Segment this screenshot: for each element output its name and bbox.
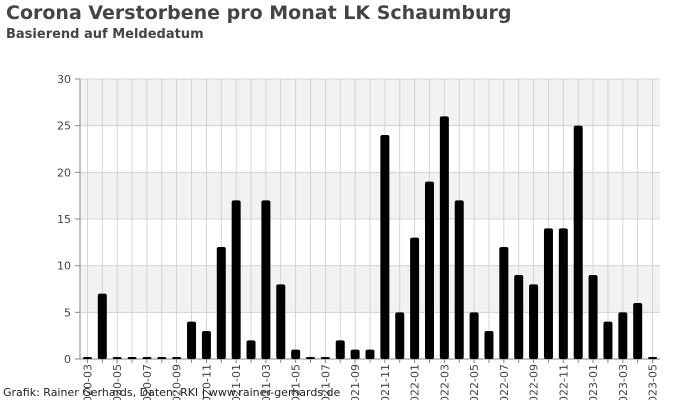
- x-tick-label: 2021-01: [230, 364, 243, 400]
- bar: [633, 303, 643, 359]
- bar: [261, 200, 271, 359]
- bar: [484, 331, 494, 359]
- bar: [187, 321, 197, 359]
- bar: [603, 321, 613, 359]
- bar: [543, 228, 553, 359]
- bar: [573, 125, 583, 360]
- bar: [350, 349, 360, 359]
- x-tick-label: 2022-07: [498, 364, 511, 400]
- y-tick-label: 15: [57, 213, 71, 226]
- bar: [424, 181, 434, 359]
- bar: [246, 340, 256, 359]
- y-tick-label: 5: [64, 306, 71, 319]
- bar: [231, 200, 241, 359]
- x-tick-label: 2022-11: [557, 364, 570, 400]
- bar: [395, 312, 405, 359]
- x-tick-label: 2021-09: [349, 364, 362, 400]
- bar: [97, 293, 107, 359]
- y-tick-label: 10: [57, 260, 71, 273]
- bar: [618, 312, 628, 359]
- chart-subtitle: Basierend auf Meldedatum: [6, 27, 204, 42]
- y-tick-label: 0: [64, 353, 71, 366]
- x-tick-label: 2020-03: [81, 364, 94, 400]
- x-tick-label: 2022-03: [438, 364, 451, 400]
- bar: [172, 357, 182, 359]
- x-tick-label: 2020-09: [171, 364, 184, 400]
- x-tick-label: 2021-07: [319, 364, 332, 400]
- y-tick-label: 25: [57, 120, 71, 133]
- bar: [514, 275, 524, 359]
- bar: [112, 357, 122, 359]
- y-tick-label: 20: [57, 166, 71, 179]
- bar: [201, 331, 211, 359]
- x-tick-label: 2023-01: [587, 364, 600, 400]
- bar: [529, 284, 539, 359]
- bar: [216, 247, 226, 359]
- bar: [648, 357, 658, 359]
- bar: [469, 312, 479, 359]
- x-tick-label: 2020-11: [200, 364, 213, 400]
- bar: [157, 357, 167, 359]
- bar: [142, 357, 152, 359]
- bar: [558, 228, 568, 359]
- y-tick-label: 30: [57, 73, 71, 86]
- bar: [454, 200, 464, 359]
- bar: [499, 247, 509, 359]
- bar: [365, 349, 375, 359]
- x-tick-label: 2022-09: [528, 364, 541, 400]
- x-tick-label: 2021-05: [290, 364, 303, 400]
- bar: [127, 357, 137, 359]
- bar: [439, 116, 449, 359]
- x-tick-label: 2023-03: [617, 364, 630, 400]
- bar: [380, 135, 390, 359]
- x-tick-label: 2021-03: [260, 364, 273, 400]
- x-tick-label: 2021-11: [379, 364, 392, 400]
- bar: [82, 357, 92, 359]
- x-tick-label: 2020-05: [111, 364, 124, 400]
- chart-title: Corona Verstorbene pro Monat LK Schaumbu…: [6, 2, 512, 24]
- bar: [306, 357, 316, 359]
- bar: [276, 284, 286, 359]
- x-tick-label: 2020-07: [141, 364, 154, 400]
- bar: [588, 275, 598, 359]
- bar: [335, 340, 345, 359]
- bar: [320, 357, 330, 359]
- x-tick-label: 2022-05: [468, 364, 481, 400]
- x-tick-label: 2022-01: [409, 364, 422, 400]
- x-tick-label: 2023-05: [647, 364, 660, 400]
- credit-footer: Grafik: Rainer Gerhards, Daten: RKI | ww…: [3, 386, 341, 399]
- bar: [291, 349, 301, 359]
- bar: [410, 237, 420, 359]
